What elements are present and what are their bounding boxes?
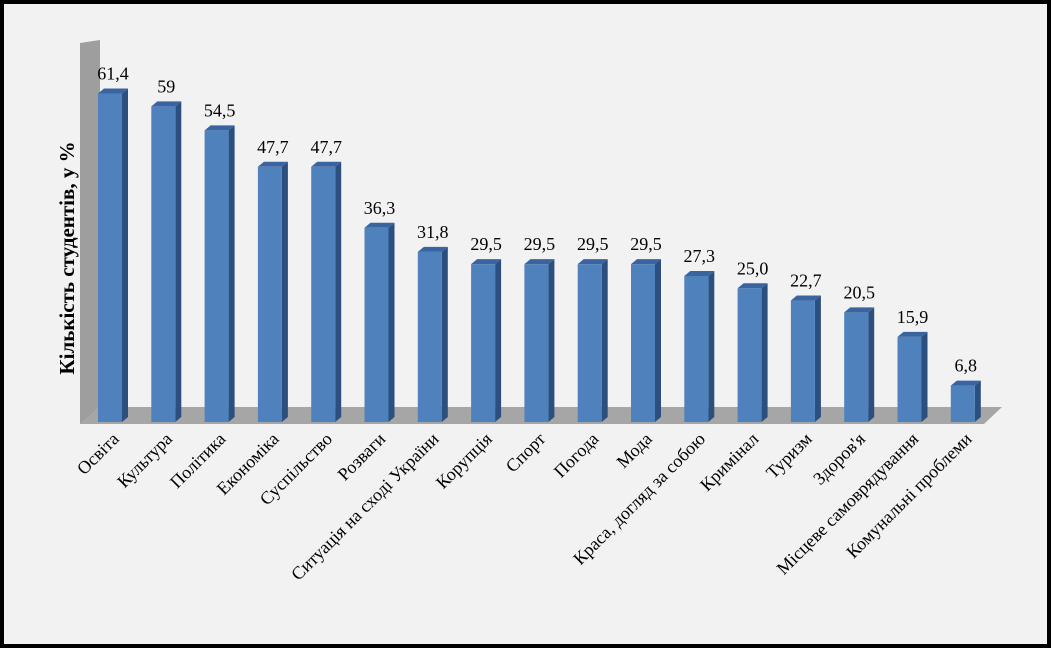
bar [257,161,288,422]
data-label: 54,5 [204,100,236,120]
bar-side-face [814,295,821,422]
data-label: 25,0 [737,258,769,278]
bar-top-face [311,161,342,167]
bar-front-face [364,227,389,422]
data-label: 27,3 [684,246,716,266]
bar-top-face [524,259,555,265]
bar [790,295,821,422]
bar-top-face [364,222,395,228]
data-label: 15,9 [897,307,929,327]
bar-top-face [417,246,448,252]
data-label: 59 [157,76,175,96]
bar-top-face [577,259,608,265]
bar [897,331,928,422]
bar-front-face [524,264,549,422]
bar-side-face [921,331,928,422]
data-label: 29,5 [470,234,502,254]
bar [631,259,661,422]
bar-front-face [950,385,975,422]
bar-front-face [471,264,496,422]
bar-side-face [548,259,555,422]
bar-side-face [708,270,715,422]
back-wall [80,40,100,424]
bar-top-face [471,259,502,265]
bar-side-face [761,283,768,422]
bar-front-face [98,93,122,422]
bar-top-face [684,270,715,276]
bar-side-face [495,259,502,422]
bar-front-face [204,130,229,423]
data-label: 29,5 [577,234,609,254]
y-axis-label: Кількість студентів, у % [55,141,79,374]
data-label: 6,8 [955,356,978,376]
bar-top-face [151,101,182,107]
data-label: 47,7 [310,137,342,157]
bar [577,259,608,422]
data-label: 47,7 [257,137,289,157]
bar-front-face [684,275,709,422]
bar-top-face [790,295,821,301]
bar-front-face [844,312,869,422]
bar-front-face [737,288,762,422]
bar-side-face [601,259,608,422]
data-label: 20,5 [843,282,875,302]
bar-top-face [204,125,235,131]
bar-side-face [281,161,288,422]
bar [204,125,235,423]
bar-side-face [388,222,395,422]
bar [737,283,768,422]
bar-side-face [441,246,448,422]
bar-front-face [790,300,815,422]
bar [524,259,555,422]
bar [844,307,875,422]
bar-top-face [897,331,928,337]
bar-side-face [122,88,128,422]
bar-front-face [897,336,922,422]
data-label: 29,5 [630,234,662,254]
bars-layer [98,88,981,423]
bar-top-face [950,380,981,386]
bar-top-face [631,259,661,265]
bar-side-face [868,307,875,422]
bar-side-face [655,259,661,422]
bar-side-face [175,101,182,422]
bar [417,246,448,422]
data-label: 22,7 [790,271,822,291]
data-label: 31,8 [417,222,449,242]
data-label: 29,5 [524,234,556,254]
bar [684,270,715,422]
bar [98,88,128,422]
bar-front-face [577,264,602,422]
bar [151,101,182,422]
data-label: 61,4 [97,64,129,84]
data-labels-layer: 61,4 59 54,5 47,7 47,7 36,3 31,8 29,5 29,5 29,5 29… [97,64,977,376]
bar-front-face [631,264,655,422]
bar [311,161,342,422]
bar-front-face [151,106,176,422]
bar-front-face [417,251,442,422]
bar [950,380,981,422]
bar-front-face [257,166,282,422]
bar [364,222,395,422]
bar-top-face [844,307,875,313]
bar-top-face [737,283,768,289]
bar-side-face [335,161,342,422]
bar [471,259,502,422]
bar-side-face [974,380,981,422]
bar-front-face [311,166,336,422]
data-label: 36,3 [364,198,396,218]
bar-side-face [228,125,235,423]
bar-top-face [257,161,288,167]
bar-top-face [98,88,128,94]
